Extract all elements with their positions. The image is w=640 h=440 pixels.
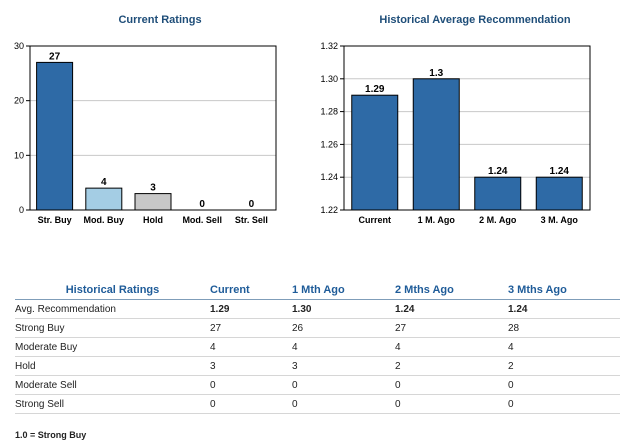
cell-3-mths-ago: 2 — [508, 356, 620, 376]
current-ratings-bar — [134, 193, 172, 211]
avg-recommendation-x-tick-label: Current — [358, 215, 391, 225]
header-current: Current — [210, 281, 292, 300]
current-ratings-x-tick-label: Mod. Sell — [182, 215, 222, 225]
cell-current: 0 — [210, 375, 292, 395]
cell-current: 3 — [210, 356, 292, 376]
header-3-mths-ago: 3 Mths Ago — [508, 281, 620, 300]
cell-1-mth-ago: 0 — [292, 394, 395, 414]
avg-recommendation-bar — [474, 176, 522, 211]
row-label: Hold — [15, 356, 210, 376]
current-ratings-x-tick-label: Str. Buy — [38, 215, 72, 225]
avg-recommendation-bar — [412, 78, 460, 211]
avg-recommendation-data-label: 1.3 — [429, 68, 443, 79]
row-label: Strong Sell — [15, 394, 210, 414]
cell-1-mth-ago: 26 — [292, 318, 395, 338]
row-label: Avg. Recommendation — [15, 299, 210, 319]
current-ratings-data-label: 0 — [249, 199, 255, 210]
avg-recommendation-chart-title: Historical Average Recommendation — [379, 14, 570, 26]
cell-1-mth-ago: 4 — [292, 337, 395, 357]
cell-current: 4 — [210, 337, 292, 357]
current-ratings-y-tick-label: 10 — [14, 150, 24, 160]
cell-3-mths-ago: 28 — [508, 318, 620, 338]
cell-2-mths-ago: 1.24 — [395, 299, 508, 319]
cell-3-mths-ago: 1.24 — [508, 299, 620, 319]
row-label: Strong Buy — [15, 318, 210, 338]
current-ratings-y-tick-label: 30 — [14, 41, 24, 51]
avg-recommendation-x-tick-label: 3 M. Ago — [541, 215, 579, 225]
current-ratings-x-tick-label: Hold — [143, 215, 163, 225]
avg-recommendation-bar — [351, 94, 399, 211]
historical-average-chart: Historical Average Recommendation 1.22 1.2… — [320, 14, 591, 225]
table-row: Moderate Sell 0 0 0 0 — [15, 375, 620, 395]
cell-1-mth-ago: 3 — [292, 356, 395, 376]
table-row: Avg. Recommendation 1.29 1.30 1.24 1.24 — [15, 299, 620, 319]
cell-2-mths-ago: 2 — [395, 356, 508, 376]
cell-3-mths-ago: 0 — [508, 394, 620, 414]
current-ratings-y-tick-label: 0 — [19, 205, 24, 215]
cell-1-mth-ago: 1.30 — [292, 299, 395, 319]
avg-recommendation-data-label: 1.24 — [550, 166, 570, 177]
current-ratings-bar — [85, 187, 123, 211]
cell-current: 1.29 — [210, 299, 292, 319]
row-label: Moderate Buy — [15, 337, 210, 357]
current-ratings-y-tick-label: 20 — [14, 96, 24, 106]
current-ratings-data-label: 0 — [199, 199, 205, 210]
avg-recommendation-y-tick-label: 1.30 — [320, 74, 338, 84]
table-row: Hold 3 3 2 2 — [15, 356, 620, 376]
avg-recommendation-data-label: 1.24 — [488, 166, 508, 177]
avg-recommendation-bar — [535, 176, 583, 211]
row-label: Moderate Sell — [15, 375, 210, 395]
cell-3-mths-ago: 0 — [508, 375, 620, 395]
current-ratings-x-tick-label: Mod. Buy — [84, 215, 125, 225]
historical-ratings-table: Historical Ratings Current 1 Mth Ago 2 M… — [15, 281, 620, 414]
avg-recommendation-x-tick-label: 2 M. Ago — [479, 215, 517, 225]
cell-3-mths-ago: 4 — [508, 337, 620, 357]
current-ratings-data-label: 4 — [101, 177, 107, 188]
cell-current: 27 — [210, 318, 292, 338]
table-row: Moderate Buy 4 4 4 4 — [15, 337, 620, 357]
header-historical-ratings: Historical Ratings — [15, 281, 210, 300]
header-2-mths-ago: 2 Mths Ago — [395, 281, 508, 300]
cell-2-mths-ago: 27 — [395, 318, 508, 338]
avg-recommendation-y-tick-label: 1.22 — [320, 205, 338, 215]
avg-recommendation-data-label: 1.29 — [365, 84, 385, 95]
cell-current: 0 — [210, 394, 292, 414]
footnote: 1.0 = Strong Buy — [15, 430, 87, 440]
current-ratings-data-label: 3 — [150, 183, 156, 194]
header-1-mth-ago: 1 Mth Ago — [292, 281, 395, 300]
avg-recommendation-y-tick-label: 1.28 — [320, 107, 338, 117]
cell-2-mths-ago: 4 — [395, 337, 508, 357]
current-ratings-x-tick-label: Str. Sell — [235, 215, 268, 225]
cell-2-mths-ago: 0 — [395, 394, 508, 414]
current-ratings-data-label: 27 — [49, 51, 61, 62]
table-row: Strong Sell 0 0 0 0 — [15, 394, 620, 414]
cell-2-mths-ago: 0 — [395, 375, 508, 395]
table-header-row: Historical Ratings Current 1 Mth Ago 2 M… — [15, 281, 620, 300]
current-ratings-bar — [36, 61, 74, 211]
current-ratings-plot-frame — [29, 45, 277, 211]
avg-recommendation-y-tick-label: 1.26 — [320, 139, 338, 149]
avg-recommendation-y-tick-label: 1.24 — [320, 172, 338, 182]
avg-recommendation-x-tick-label: 1 M. Ago — [418, 215, 456, 225]
avg-recommendation-y-tick-label: 1.32 — [320, 41, 338, 51]
avg-recommendation-plot-frame — [343, 45, 591, 211]
current-ratings-chart-title: Current Ratings — [118, 14, 201, 26]
table-row: Strong Buy 27 26 27 28 — [15, 318, 620, 338]
cell-1-mth-ago: 0 — [292, 375, 395, 395]
